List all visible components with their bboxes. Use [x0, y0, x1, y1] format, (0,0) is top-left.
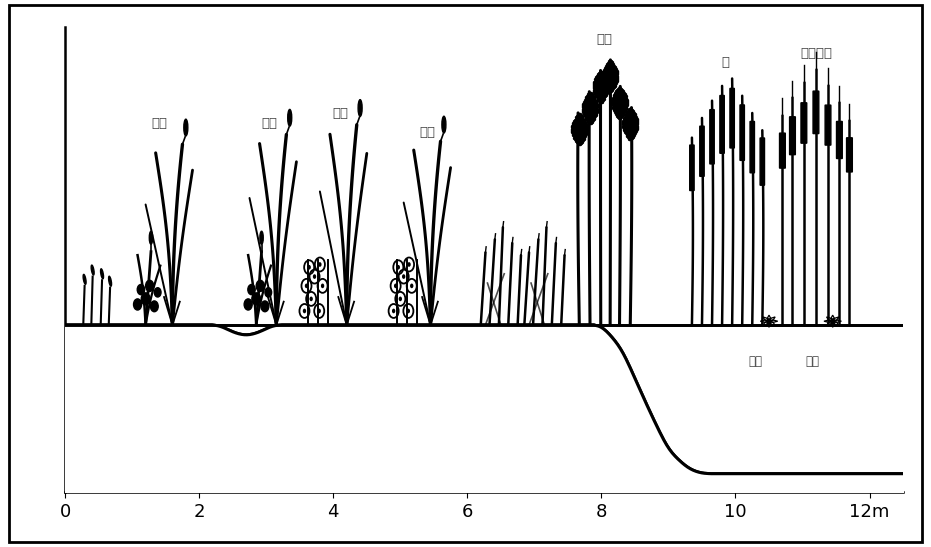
Circle shape	[313, 274, 317, 279]
Circle shape	[321, 283, 324, 288]
Circle shape	[307, 265, 311, 270]
Ellipse shape	[358, 100, 362, 117]
Circle shape	[309, 296, 313, 301]
Circle shape	[392, 309, 396, 313]
Circle shape	[137, 284, 144, 295]
Text: 벗풀: 벗풀	[384, 354, 398, 368]
FancyBboxPatch shape	[740, 105, 745, 160]
FancyBboxPatch shape	[700, 126, 704, 176]
FancyBboxPatch shape	[730, 89, 735, 148]
Text: 세모고랭이: 세모고랭이	[434, 354, 469, 368]
FancyBboxPatch shape	[709, 109, 714, 164]
Ellipse shape	[83, 275, 86, 284]
Ellipse shape	[260, 231, 263, 245]
Circle shape	[151, 301, 158, 312]
Circle shape	[402, 274, 405, 279]
FancyBboxPatch shape	[837, 121, 843, 159]
Circle shape	[256, 280, 264, 292]
Circle shape	[767, 319, 771, 323]
Text: 줄: 줄	[722, 56, 729, 69]
Text: 창포: 창포	[332, 107, 348, 120]
Circle shape	[252, 293, 261, 305]
Circle shape	[261, 301, 269, 312]
Circle shape	[317, 309, 321, 313]
Ellipse shape	[288, 109, 291, 126]
FancyBboxPatch shape	[690, 145, 695, 190]
Circle shape	[133, 299, 142, 310]
FancyBboxPatch shape	[789, 117, 795, 155]
Circle shape	[407, 309, 410, 313]
Circle shape	[304, 283, 308, 288]
Circle shape	[142, 293, 150, 305]
Circle shape	[408, 262, 411, 267]
FancyBboxPatch shape	[801, 103, 807, 143]
Circle shape	[145, 280, 154, 292]
Circle shape	[410, 283, 413, 288]
Text: 마름: 마름	[806, 354, 820, 368]
Circle shape	[155, 288, 161, 297]
Ellipse shape	[149, 231, 153, 245]
FancyBboxPatch shape	[813, 91, 818, 133]
Text: 알방동사니: 알방동사니	[71, 354, 105, 368]
Circle shape	[265, 288, 272, 297]
Circle shape	[244, 299, 252, 310]
Text: 창포: 창포	[419, 126, 435, 139]
Text: 사마귀풀: 사마귀풀	[229, 354, 257, 368]
Circle shape	[303, 309, 306, 313]
FancyBboxPatch shape	[846, 138, 852, 172]
Text: 세모고랭이: 세모고랭이	[461, 373, 495, 386]
Ellipse shape	[91, 265, 94, 275]
Circle shape	[248, 284, 255, 295]
Text: 갈대: 갈대	[597, 33, 613, 46]
FancyBboxPatch shape	[825, 105, 830, 145]
Circle shape	[397, 265, 400, 270]
Text: 마름: 마름	[749, 354, 762, 368]
Circle shape	[398, 296, 402, 301]
Ellipse shape	[109, 276, 112, 286]
Ellipse shape	[442, 117, 446, 133]
Circle shape	[318, 262, 321, 267]
FancyBboxPatch shape	[750, 121, 754, 173]
FancyBboxPatch shape	[760, 138, 764, 185]
Text: 창포: 창포	[262, 117, 277, 130]
Circle shape	[394, 283, 398, 288]
FancyBboxPatch shape	[779, 133, 785, 168]
Text: 창포: 창포	[151, 117, 167, 130]
Text: 벗풀: 벗풀	[296, 354, 310, 368]
FancyBboxPatch shape	[720, 96, 724, 153]
Text: 애기부들: 애기부들	[800, 47, 832, 60]
Ellipse shape	[183, 119, 188, 136]
Ellipse shape	[101, 269, 103, 279]
Text: 사마귀풀: 사마귀풀	[126, 370, 154, 382]
Circle shape	[831, 319, 834, 323]
